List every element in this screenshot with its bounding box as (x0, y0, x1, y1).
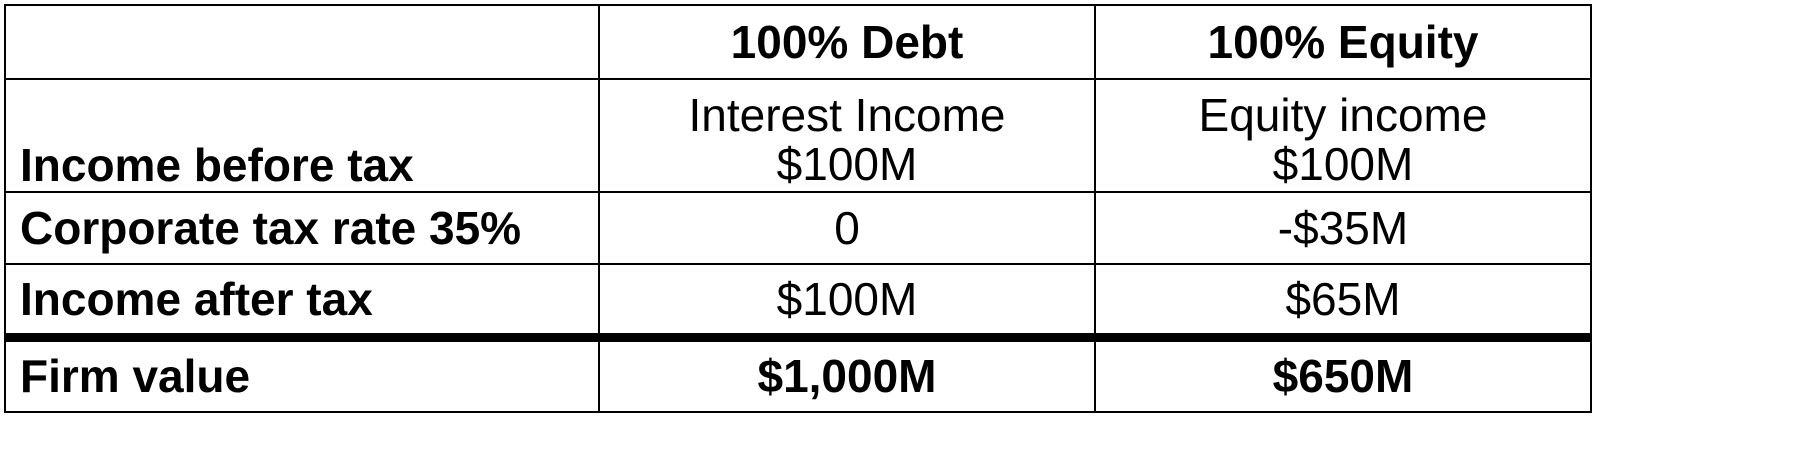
comparison-table: 100% Debt 100% Equity Income before tax … (4, 4, 1592, 413)
row-label: Income before tax (4, 78, 600, 193)
equity-income-type: Equity income (1198, 89, 1488, 141)
table-row-income-after-tax: Income after tax $100M $65M (4, 263, 1592, 339)
header-debt-cell: 100% Debt (598, 4, 1096, 80)
header-equity-cell: 100% Equity (1094, 4, 1592, 80)
table-row-corporate-tax: Corporate tax rate 35% 0 -$35M (4, 191, 1592, 265)
table-row-firm-value: Firm value $1,000M $650M (4, 333, 1592, 413)
equity-income-cell: Equity income $100M (1094, 78, 1592, 193)
table-row-income-before-tax: Income before tax Interest Income $100M … (4, 78, 1592, 193)
equity-after-tax-cell: $65M (1094, 263, 1592, 339)
row-label: Firm value (4, 333, 600, 413)
row-label: Corporate tax rate 35% (4, 191, 600, 265)
debt-income-type: Interest Income (688, 89, 1006, 141)
debt-firm-value-cell: $1,000M (598, 333, 1096, 413)
row-label: Income after tax (4, 263, 600, 339)
debt-tax-cell: 0 (598, 191, 1096, 265)
debt-income-cell: Interest Income $100M (598, 78, 1096, 193)
header-label-cell (4, 4, 600, 80)
debt-income-amount: $100M (776, 138, 918, 190)
equity-tax-cell: -$35M (1094, 191, 1592, 265)
equity-firm-value-cell: $650M (1094, 333, 1592, 413)
table-header-row: 100% Debt 100% Equity (4, 4, 1592, 80)
debt-after-tax-cell: $100M (598, 263, 1096, 339)
equity-income-amount: $100M (1272, 138, 1414, 190)
